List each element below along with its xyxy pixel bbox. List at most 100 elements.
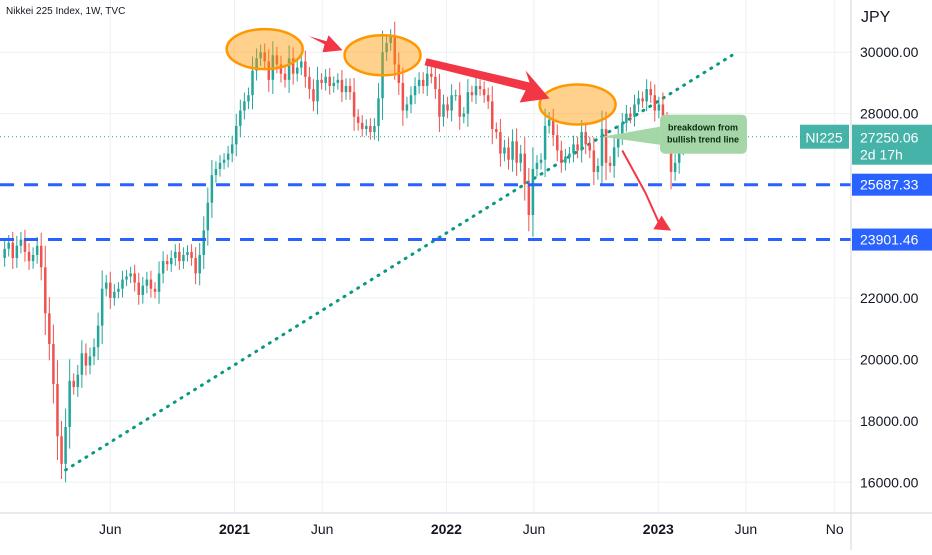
candle-body bbox=[121, 279, 124, 289]
candle-body bbox=[560, 150, 563, 163]
candle bbox=[604, 111, 608, 181]
candle-body bbox=[186, 251, 189, 255]
candle bbox=[377, 83, 380, 142]
candle-body bbox=[425, 73, 429, 87]
candle bbox=[442, 94, 445, 127]
candle bbox=[515, 128, 518, 176]
candle-body bbox=[515, 141, 518, 163]
candle bbox=[556, 124, 559, 162]
candle bbox=[174, 244, 177, 266]
candle bbox=[137, 272, 140, 305]
candle bbox=[31, 247, 35, 269]
candle-body bbox=[547, 119, 551, 126]
candle-body bbox=[304, 61, 307, 77]
candle-body bbox=[373, 125, 376, 133]
candle bbox=[608, 156, 612, 173]
candle bbox=[161, 251, 165, 284]
candle-body bbox=[31, 254, 35, 262]
candle-body bbox=[507, 147, 510, 160]
candle-body bbox=[210, 175, 214, 203]
candle-body bbox=[495, 129, 498, 133]
candle bbox=[417, 72, 421, 94]
candle-body bbox=[637, 98, 640, 105]
candle-body bbox=[117, 288, 120, 292]
candle bbox=[169, 250, 173, 272]
candle bbox=[560, 140, 563, 173]
symbol-label: NI225 bbox=[805, 130, 843, 146]
candle-body bbox=[243, 101, 246, 111]
candle bbox=[462, 107, 466, 124]
candle-body bbox=[295, 67, 299, 74]
candle bbox=[291, 47, 295, 85]
candle-body bbox=[478, 86, 482, 90]
callout-pointer bbox=[601, 126, 660, 145]
candle bbox=[27, 243, 31, 270]
level-price-label: 25687.33 bbox=[860, 177, 919, 193]
x-tick-label: Jun bbox=[735, 521, 758, 537]
candle bbox=[446, 96, 449, 119]
candle bbox=[389, 29, 392, 51]
x-tick-label: Jun bbox=[311, 521, 334, 537]
candle bbox=[478, 79, 482, 96]
candle-body bbox=[68, 380, 71, 427]
candle bbox=[596, 158, 600, 180]
candle-body bbox=[267, 61, 271, 80]
candle bbox=[129, 266, 132, 284]
candle-body bbox=[141, 285, 145, 295]
candle bbox=[511, 129, 514, 172]
candle bbox=[35, 236, 39, 264]
candle-body bbox=[621, 122, 624, 136]
candle-body bbox=[287, 58, 291, 80]
candle bbox=[348, 78, 352, 100]
candle bbox=[474, 77, 478, 104]
candle bbox=[360, 115, 364, 137]
candle-body bbox=[35, 245, 39, 255]
candle-body bbox=[442, 104, 445, 117]
candle bbox=[450, 84, 453, 122]
candle bbox=[243, 92, 246, 120]
candle-body bbox=[226, 153, 230, 160]
x-tick-label: No bbox=[826, 521, 844, 537]
candle-body bbox=[291, 58, 295, 74]
candle-body bbox=[434, 76, 437, 90]
candle-body bbox=[592, 150, 596, 173]
candle bbox=[72, 373, 75, 395]
candle-body bbox=[169, 258, 173, 265]
candle-body bbox=[15, 245, 19, 259]
candle bbox=[385, 34, 388, 61]
candle-body bbox=[543, 125, 547, 160]
candle-body bbox=[564, 156, 567, 163]
y-tick-label: 16000.00 bbox=[860, 474, 919, 490]
candle bbox=[39, 232, 43, 281]
candle-body bbox=[417, 79, 421, 87]
candle-body bbox=[568, 153, 571, 157]
candle bbox=[206, 187, 210, 246]
candle bbox=[657, 96, 661, 119]
candle-body bbox=[247, 95, 250, 102]
candle-body bbox=[413, 86, 417, 96]
candle-body bbox=[92, 347, 96, 357]
candle bbox=[328, 68, 331, 95]
bullish-trend-line bbox=[64, 53, 734, 472]
candle bbox=[133, 264, 136, 292]
candle bbox=[466, 79, 470, 127]
candle-body bbox=[523, 153, 527, 185]
candle bbox=[308, 66, 311, 99]
candle-body bbox=[76, 374, 80, 388]
candle bbox=[356, 109, 360, 131]
candle bbox=[267, 49, 271, 92]
candle-body bbox=[283, 73, 287, 80]
candle bbox=[56, 360, 59, 461]
candle bbox=[68, 359, 71, 449]
candle bbox=[19, 231, 23, 254]
candle bbox=[320, 73, 323, 90]
x-tick-label: 2023 bbox=[643, 521, 674, 537]
countdown-label: 2d 17h bbox=[860, 147, 903, 163]
candle bbox=[673, 154, 677, 181]
candle-body bbox=[157, 273, 161, 292]
candle bbox=[182, 247, 185, 269]
candle bbox=[503, 139, 506, 162]
candle-body bbox=[100, 288, 104, 326]
candle-body bbox=[409, 95, 413, 105]
